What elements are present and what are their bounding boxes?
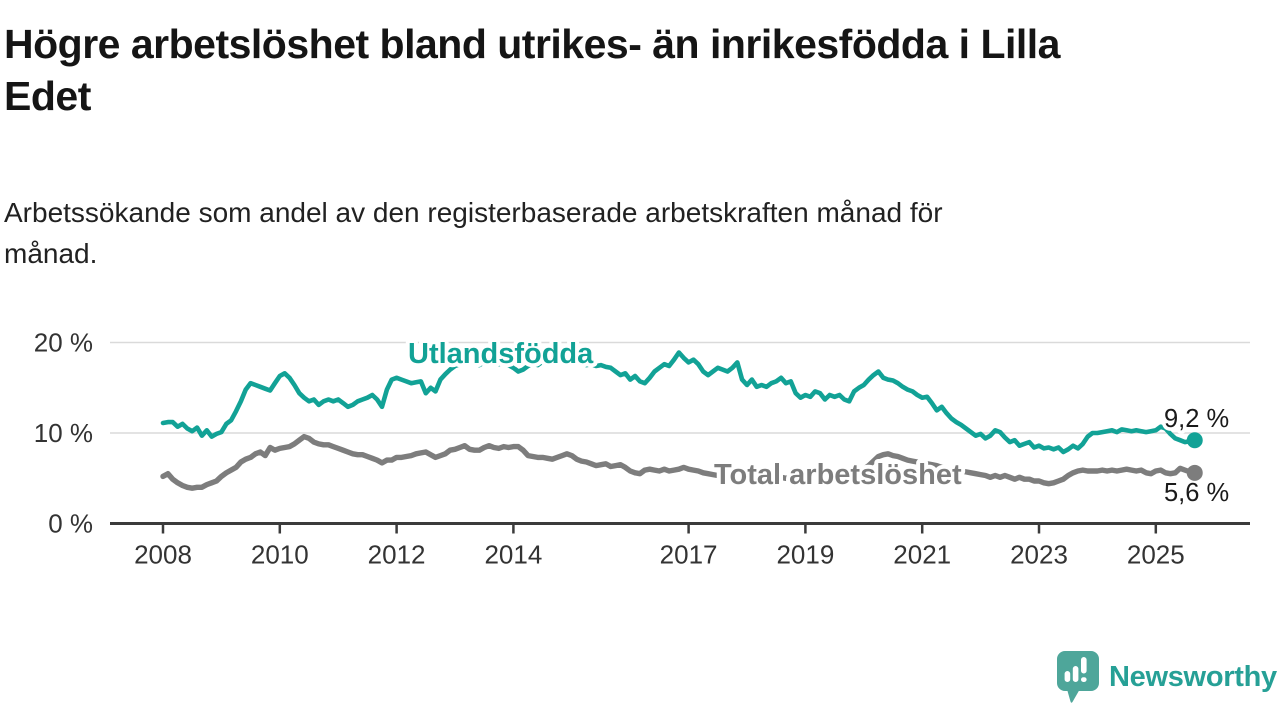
series-label-total-arbetsl-shet: Total arbetslöshet	[714, 459, 962, 491]
x-axis-label-2025: 2025	[1127, 540, 1185, 570]
end-value-label-9-2-: 9,2 %	[1164, 405, 1229, 433]
x-axis-label-2010: 2010	[251, 540, 309, 570]
unemployment-line-chart: 0 % 10 % 20 % 2008 2010 2012 2014 2017 2019 2021 2…	[34, 328, 1250, 570]
subtitle-line-1: Arbetssökande som andel av den registerb…	[4, 197, 943, 228]
exclamation-dot	[1081, 677, 1087, 682]
y-axis-label-10: 10 %	[34, 418, 93, 448]
newsworthy-logo: Newsworthy	[1056, 650, 1277, 704]
newsworthy-wordmark: Newsworthy	[1109, 660, 1277, 693]
bar-small	[1064, 671, 1071, 682]
y-axis-label-0: 0 %	[48, 509, 93, 539]
x-axis-label-2023: 2023	[1010, 540, 1068, 570]
end-value-label-5-6-: 5,6 %	[1164, 479, 1229, 507]
series-end-dot-utlandsf-dda	[1186, 432, 1203, 449]
page-subtitle: Arbetssökande som andel av den registerb…	[4, 192, 1224, 274]
y-axis-label-20: 20 %	[34, 328, 93, 358]
x-axis-label-2008: 2008	[134, 540, 192, 570]
x-axis-label-2021: 2021	[893, 540, 951, 570]
series-line-utlandsf-dda	[160, 350, 1197, 455]
page-title: Högre arbetslöshet bland utrikes- än inr…	[4, 18, 1264, 122]
subtitle-line-2: månad.	[4, 238, 98, 269]
x-axis-label-2014: 2014	[484, 540, 542, 570]
x-axis-label-2019: 2019	[776, 540, 834, 570]
x-axis-label-2012: 2012	[368, 540, 426, 570]
series-end-dot-total-arbetsl-shet	[1186, 464, 1203, 481]
series-label-utlandsf-dda: Utlandsfödda	[408, 338, 594, 370]
exclamation-bar	[1081, 657, 1087, 674]
bar-medium	[1072, 666, 1079, 682]
x-axis-label-2017: 2017	[660, 540, 718, 570]
series-line-total-arbetsl-shet	[160, 433, 1198, 491]
title-line-1: Högre arbetslöshet bland utrikes- än inr…	[4, 21, 1060, 67]
title-line-2: Edet	[4, 73, 91, 119]
newsworthy-chart-bubble-icon	[1057, 651, 1099, 703]
